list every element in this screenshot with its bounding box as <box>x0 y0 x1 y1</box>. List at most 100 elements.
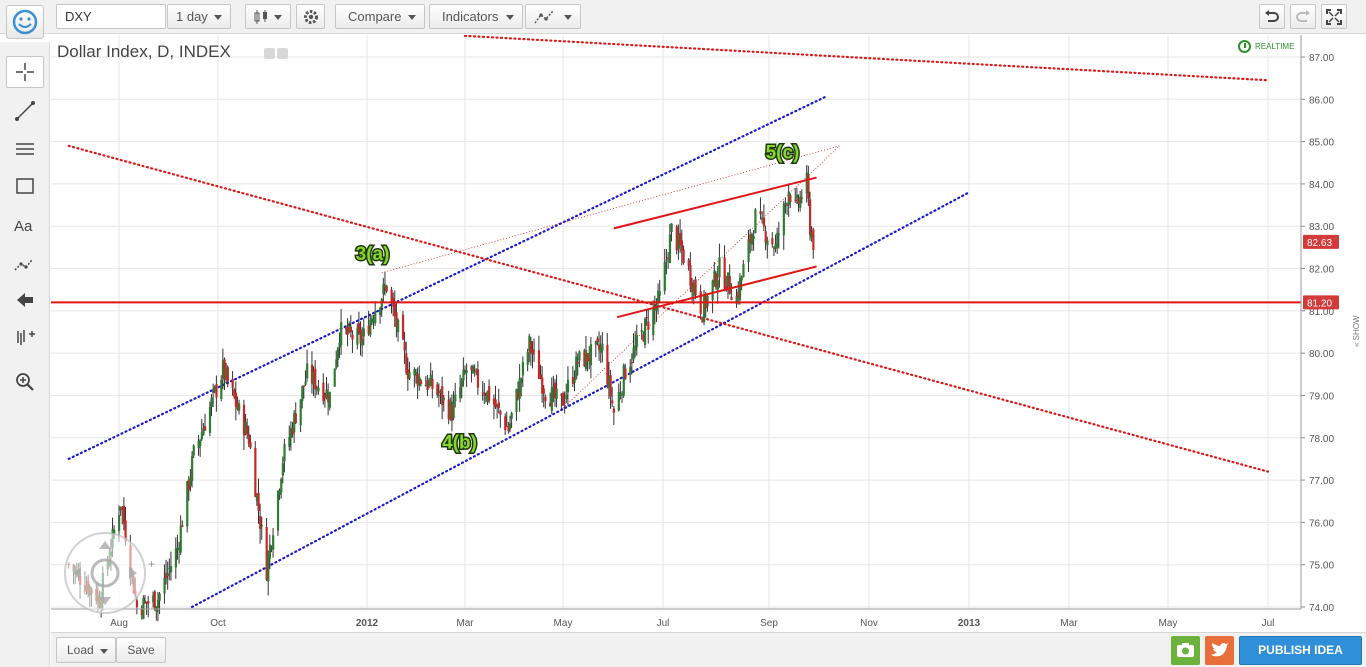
candle-body <box>632 347 635 360</box>
publish-idea-button[interactable]: PUBLISH IDEA <box>1239 636 1362 665</box>
candle-body <box>192 445 195 456</box>
candle-body <box>270 547 273 549</box>
pattern-tool[interactable] <box>6 248 44 280</box>
date-tick-label: Jul <box>1262 618 1275 629</box>
candle-body <box>302 385 306 387</box>
candle-body <box>507 425 510 432</box>
candle-body <box>379 308 382 315</box>
undo-button[interactable] <box>1259 4 1285 29</box>
candle-body <box>665 260 668 262</box>
candle-body <box>622 365 625 396</box>
text-tool[interactable]: Aa <box>6 209 44 241</box>
candle-body <box>315 386 318 389</box>
candle-body <box>338 342 341 348</box>
price-tick-label: 78.00 <box>1309 434 1334 445</box>
chart-navigation-control[interactable]: + <box>55 527 165 619</box>
candle-body <box>223 359 226 380</box>
candle-body <box>178 548 181 550</box>
date-tick-label: Oct <box>210 618 226 629</box>
back-arrow-tool[interactable] <box>6 284 44 316</box>
candle-body <box>735 296 738 304</box>
settings-small-icon[interactable] <box>277 48 288 59</box>
candle-body <box>526 352 529 365</box>
candle-body <box>701 317 704 323</box>
candle-body <box>759 211 762 214</box>
candle-body <box>431 378 434 389</box>
elliott-wave-icon <box>17 330 35 345</box>
candle-body <box>357 323 361 332</box>
candle-body <box>418 376 421 386</box>
candle-body <box>281 463 284 476</box>
candle-body <box>647 321 650 330</box>
candle-body <box>304 381 307 385</box>
candle-body <box>497 402 500 409</box>
candle-body <box>301 385 304 402</box>
symbol-input[interactable] <box>56 4 166 29</box>
price-tick-label: 79.00 <box>1309 391 1334 402</box>
candle-body <box>197 440 200 449</box>
chevron-down-icon <box>100 649 108 654</box>
candle-body <box>529 340 533 353</box>
candle-body <box>408 371 411 379</box>
crosshair-tool[interactable] <box>6 56 44 88</box>
wedge-lower-line <box>616 265 817 319</box>
price-tick-label: 84.00 <box>1309 180 1334 191</box>
settings-button[interactable] <box>296 4 325 29</box>
candle-body <box>349 326 353 333</box>
candle-body <box>515 389 518 412</box>
save-button[interactable]: Save <box>116 637 166 663</box>
candle-body <box>508 423 512 430</box>
candle-body <box>539 374 542 379</box>
visibility-icon[interactable] <box>264 48 275 59</box>
candle-body <box>210 397 213 407</box>
price-tick-label: 86.00 <box>1309 95 1334 106</box>
candle-body <box>447 399 450 420</box>
candle-body <box>740 276 743 281</box>
candle-body <box>113 529 116 534</box>
candle-body <box>265 527 268 581</box>
redo-button[interactable] <box>1290 4 1316 29</box>
snapshot-button[interactable] <box>1171 636 1200 665</box>
candle-body <box>663 262 666 291</box>
indicators-label: Indicators <box>442 9 499 24</box>
horizontal-lines-tool[interactable] <box>6 133 44 165</box>
elliott-wave-tool[interactable] <box>6 321 44 353</box>
horizontal-lines-icon <box>16 143 34 155</box>
date-tick-label: Mar <box>456 618 474 629</box>
candle-body <box>505 425 508 427</box>
bottom-toolbar: Load Save PUBLISH IDEA <box>51 632 1366 667</box>
chart-area[interactable]: 74.00 75.00 76.00 77.00 78.00 79.00 80.00 81.00… <box>51 35 1366 632</box>
candle-body <box>667 257 670 260</box>
candle-body <box>584 349 588 369</box>
candle-body <box>441 386 444 405</box>
price-chart[interactable]: 74.00 75.00 76.00 77.00 78.00 79.00 80.00 81.00… <box>51 35 1366 632</box>
candle-body <box>124 520 127 542</box>
candle-body <box>749 234 752 243</box>
candle-body <box>288 437 291 447</box>
date-tick-label: Aug <box>110 618 128 629</box>
candle-body <box>401 314 405 340</box>
templates-button[interactable] <box>525 4 581 29</box>
interval-select[interactable]: 1 day <box>167 4 231 29</box>
tweet-button[interactable] <box>1205 636 1234 665</box>
gear-icon <box>304 10 318 24</box>
candle-body <box>800 197 803 199</box>
zoom-tool[interactable] <box>6 366 44 398</box>
candle-body <box>452 401 455 419</box>
candle-body <box>268 544 272 559</box>
load-button[interactable]: Load <box>56 637 116 663</box>
logo-smiley-icon[interactable] <box>6 5 44 39</box>
candle-body <box>716 279 719 290</box>
trend-line-tool[interactable] <box>6 95 44 127</box>
candle-body <box>202 428 205 436</box>
rectangle-tool[interactable] <box>6 170 44 202</box>
show-panel-tab[interactable]: « SHOW <box>1352 315 1361 347</box>
compare-button[interactable]: Compare <box>335 4 425 29</box>
save-label: Save <box>127 643 155 657</box>
indicators-button[interactable]: Indicators <box>429 4 523 29</box>
fullscreen-button[interactable] <box>1321 4 1347 29</box>
chart-style-button[interactable] <box>245 4 291 29</box>
candle-body <box>726 272 730 287</box>
price-axis: 74.00 75.00 76.00 77.00 78.00 79.00 80.00 81.00… <box>1300 35 1339 614</box>
candle-body <box>797 198 800 204</box>
